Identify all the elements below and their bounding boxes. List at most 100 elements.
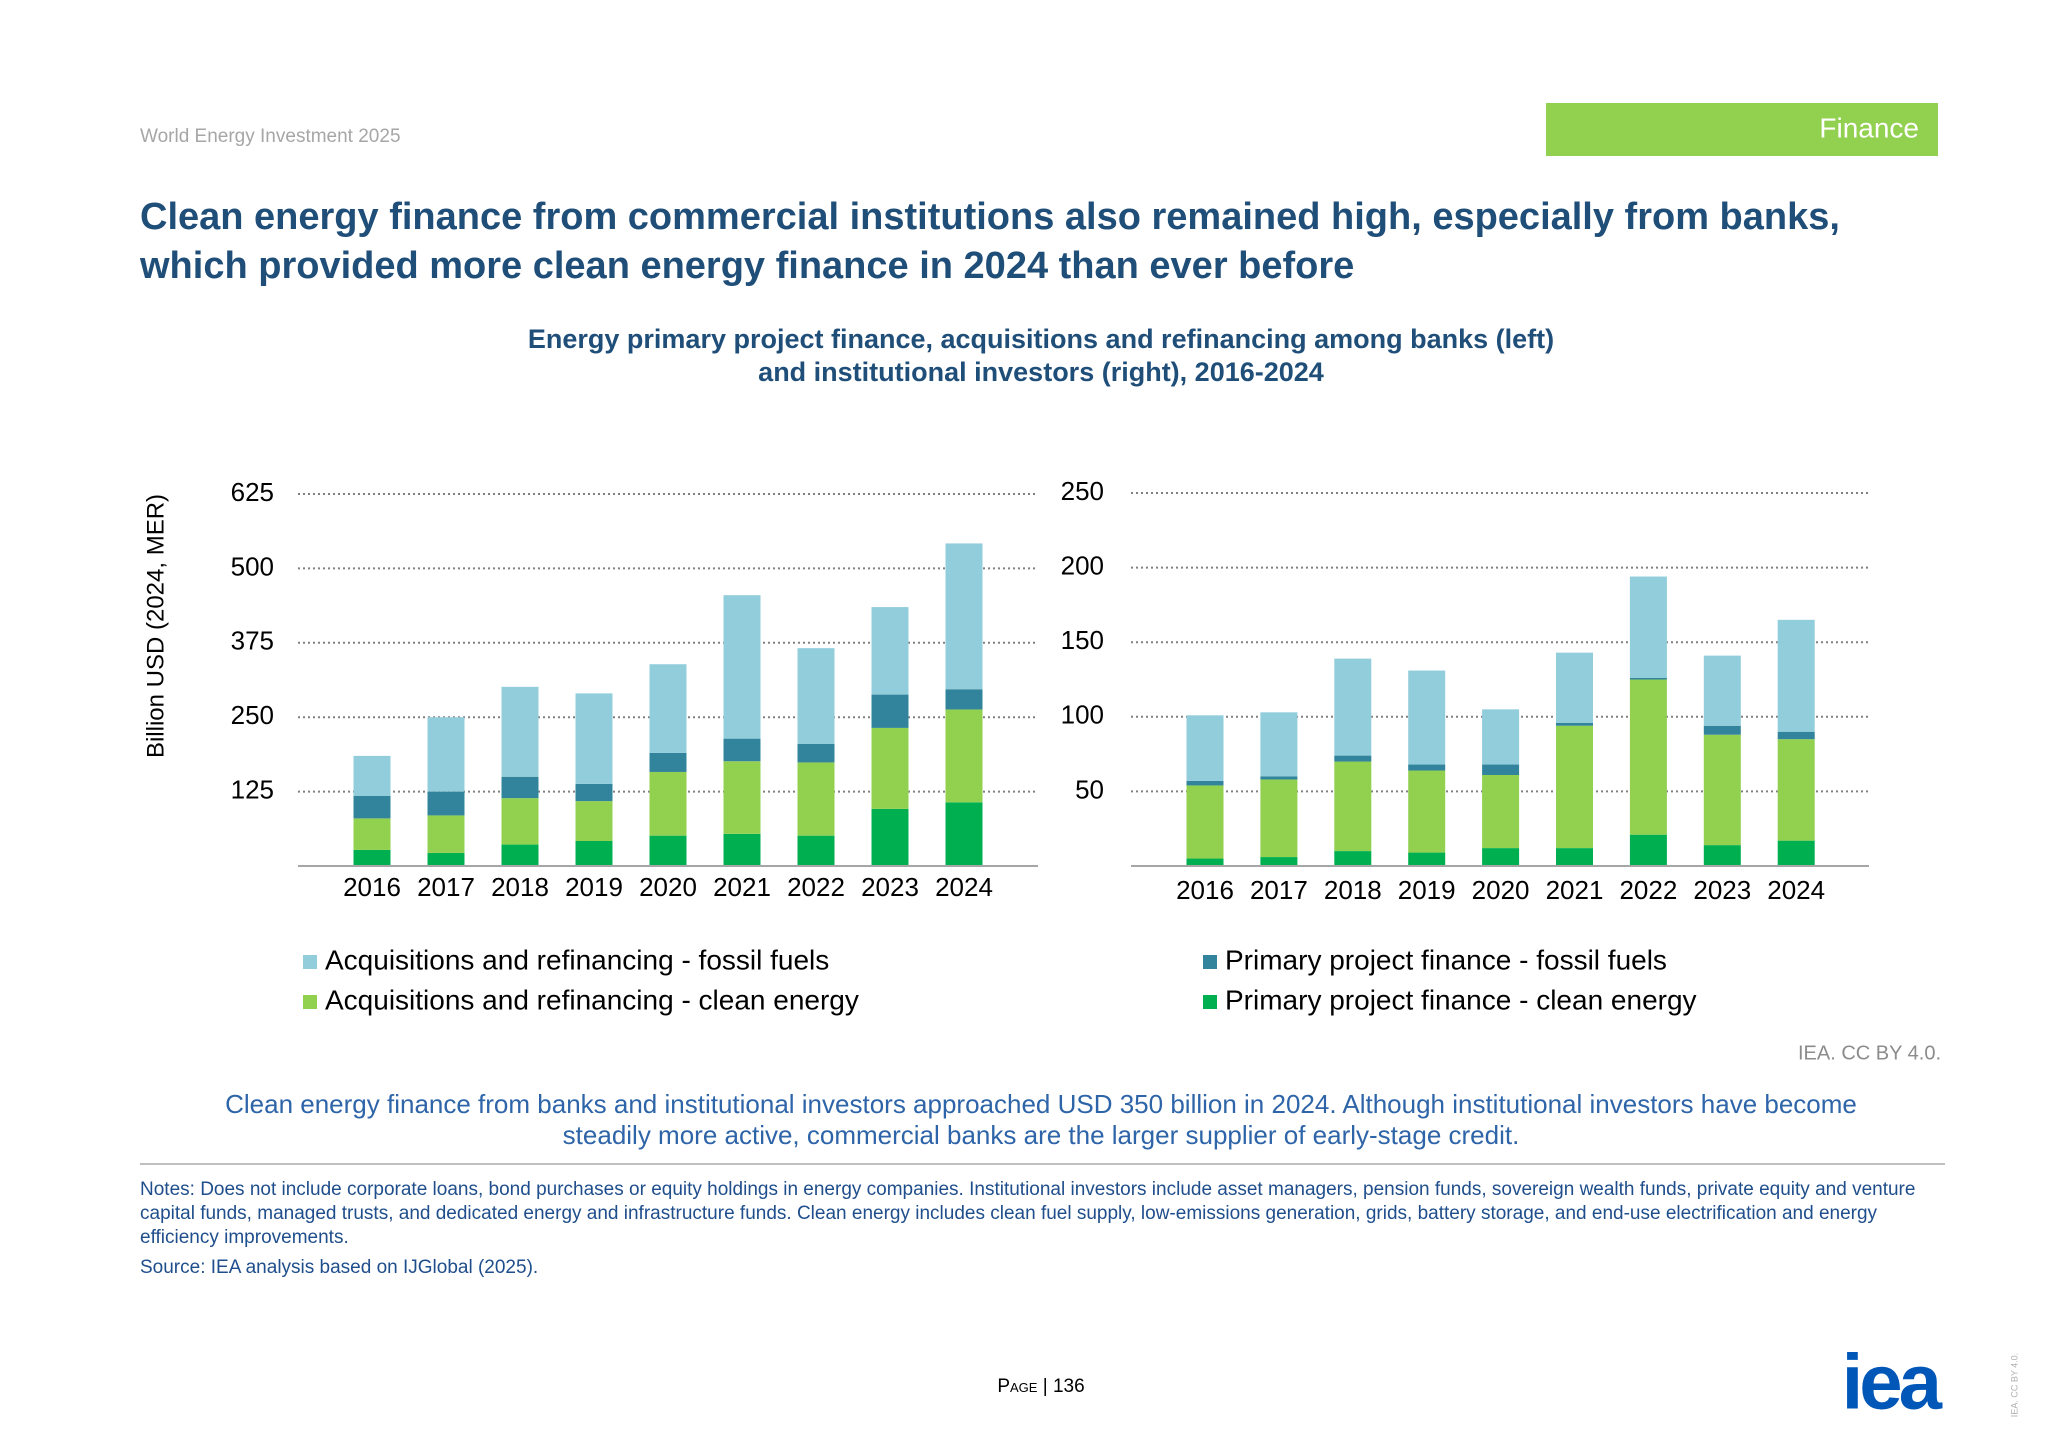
bar-segment bbox=[871, 727, 909, 809]
bar-segment bbox=[1703, 734, 1741, 846]
header: World Energy Investment 2025 bbox=[140, 126, 401, 147]
x-tick-label: 2020 bbox=[1472, 875, 1530, 905]
bar-segment bbox=[353, 755, 391, 796]
x-tick-label: 2017 bbox=[417, 872, 475, 902]
caption: steadily more active, commercial banks a… bbox=[563, 1120, 1520, 1150]
x-tick-label: 2021 bbox=[1546, 875, 1604, 905]
bar-segment bbox=[797, 743, 835, 763]
bar-segment bbox=[1777, 840, 1815, 866]
legend-label: Acquisitions and refinancing - fossil fu… bbox=[325, 944, 829, 975]
y-tick-label: 125 bbox=[231, 774, 274, 804]
y-tick-label: 375 bbox=[231, 626, 274, 656]
bar-segment bbox=[1703, 845, 1741, 866]
bar-segment bbox=[723, 761, 761, 834]
bar-segment bbox=[871, 808, 909, 866]
x-tick-label: 2024 bbox=[1767, 875, 1825, 905]
bar-segment bbox=[353, 849, 391, 866]
bar-segment bbox=[945, 689, 983, 710]
x-tick-label: 2020 bbox=[639, 872, 697, 902]
bar-segment bbox=[1186, 858, 1224, 866]
bar-segment bbox=[1777, 731, 1815, 740]
bar-segment bbox=[427, 815, 465, 853]
x-tick-label: 2022 bbox=[787, 872, 845, 902]
bar-segment bbox=[1408, 852, 1446, 866]
bar-segment bbox=[1482, 848, 1520, 866]
bar-segment bbox=[1260, 776, 1298, 780]
bar-segment bbox=[945, 543, 983, 690]
logo: iea bbox=[1842, 1338, 1943, 1426]
bar-segment bbox=[1408, 764, 1446, 771]
x-tick-label: 2016 bbox=[343, 872, 401, 902]
bar-segment bbox=[1260, 712, 1298, 777]
bar-segment bbox=[1334, 755, 1372, 762]
legend-label: Primary project finance - clean energy bbox=[1225, 984, 1697, 1015]
y-tick-label: 250 bbox=[1061, 476, 1104, 506]
credit: IEA. CC BY 4.0. bbox=[1798, 1042, 1941, 1064]
legend-swatch bbox=[1203, 995, 1217, 1009]
x-tick-label: 2023 bbox=[1693, 875, 1751, 905]
legend-label: Primary project finance - fossil fuels bbox=[1225, 944, 1667, 975]
bar-segment bbox=[1186, 715, 1224, 781]
bar-segment bbox=[501, 844, 539, 866]
bar-segment bbox=[1556, 722, 1593, 726]
source: Source: IEA analysis based on IJGlobal (… bbox=[140, 1257, 539, 1278]
headline: which provided more clean energy finance… bbox=[139, 245, 1354, 287]
bar-segment bbox=[1260, 779, 1298, 858]
x-tick-label: 2019 bbox=[1398, 875, 1456, 905]
legend-swatch bbox=[303, 995, 317, 1009]
legend-label: Acquisitions and refinancing - clean ene… bbox=[325, 984, 859, 1015]
bar-segment bbox=[501, 776, 539, 799]
caption: Clean energy finance from banks and inst… bbox=[225, 1089, 1857, 1119]
x-tick-label: 2016 bbox=[1176, 875, 1234, 905]
figure-title: and institutional investors (right), 201… bbox=[758, 357, 1324, 387]
bar-segment bbox=[575, 801, 613, 842]
bar-segment bbox=[1703, 655, 1741, 726]
bar-segment bbox=[501, 798, 539, 845]
bar-segment bbox=[353, 795, 391, 819]
bar-segment bbox=[1334, 851, 1372, 866]
bar-segment bbox=[1482, 764, 1520, 775]
x-tick-label: 2017 bbox=[1250, 875, 1308, 905]
bar-segment bbox=[1556, 848, 1593, 866]
bar-segment bbox=[871, 607, 909, 695]
bar-segment bbox=[353, 818, 391, 850]
bar-segment bbox=[723, 595, 761, 739]
bar-segment bbox=[427, 717, 465, 792]
x-tick-label: 2022 bbox=[1619, 875, 1677, 905]
x-tick-label: 2019 bbox=[565, 872, 623, 902]
x-tick-label: 2018 bbox=[1324, 875, 1382, 905]
bar-segment bbox=[723, 833, 761, 866]
bar-segment bbox=[1482, 709, 1520, 765]
bar-segment bbox=[501, 686, 539, 777]
bar-segment bbox=[1482, 774, 1520, 849]
bar-segment bbox=[1334, 761, 1372, 852]
y-tick-label: 100 bbox=[1061, 700, 1104, 730]
y-tick-label: 250 bbox=[231, 700, 274, 730]
bar-segment bbox=[1408, 770, 1446, 853]
bar-segment bbox=[575, 693, 613, 784]
legend-swatch bbox=[1203, 955, 1217, 969]
figure-title: Energy primary project finance, acquisit… bbox=[528, 324, 1554, 354]
bar-segment bbox=[427, 791, 465, 816]
bar-segment bbox=[575, 841, 613, 866]
notes: Notes: Does not include corporate loans,… bbox=[140, 1179, 1916, 1248]
bar-segment bbox=[1629, 576, 1667, 679]
bar-segment bbox=[1703, 725, 1741, 735]
y-tick-label: 50 bbox=[1075, 774, 1104, 804]
bar-segment bbox=[1556, 725, 1593, 849]
bar-segment bbox=[797, 835, 835, 866]
bar-segment bbox=[1186, 780, 1224, 786]
bar-segment bbox=[1629, 679, 1667, 835]
y-tick-label: 625 bbox=[231, 477, 274, 507]
bar-segment bbox=[649, 752, 687, 772]
bar-segment bbox=[649, 771, 687, 836]
page-number: Page | 136 bbox=[997, 1376, 1084, 1397]
bar-segment bbox=[1408, 670, 1446, 765]
bar-segment bbox=[797, 648, 835, 744]
bar-segment bbox=[871, 694, 909, 728]
bar-segment bbox=[1334, 658, 1372, 756]
headline: Clean energy finance from commercial ins… bbox=[140, 196, 1840, 238]
y-tick-label: 200 bbox=[1061, 550, 1104, 580]
